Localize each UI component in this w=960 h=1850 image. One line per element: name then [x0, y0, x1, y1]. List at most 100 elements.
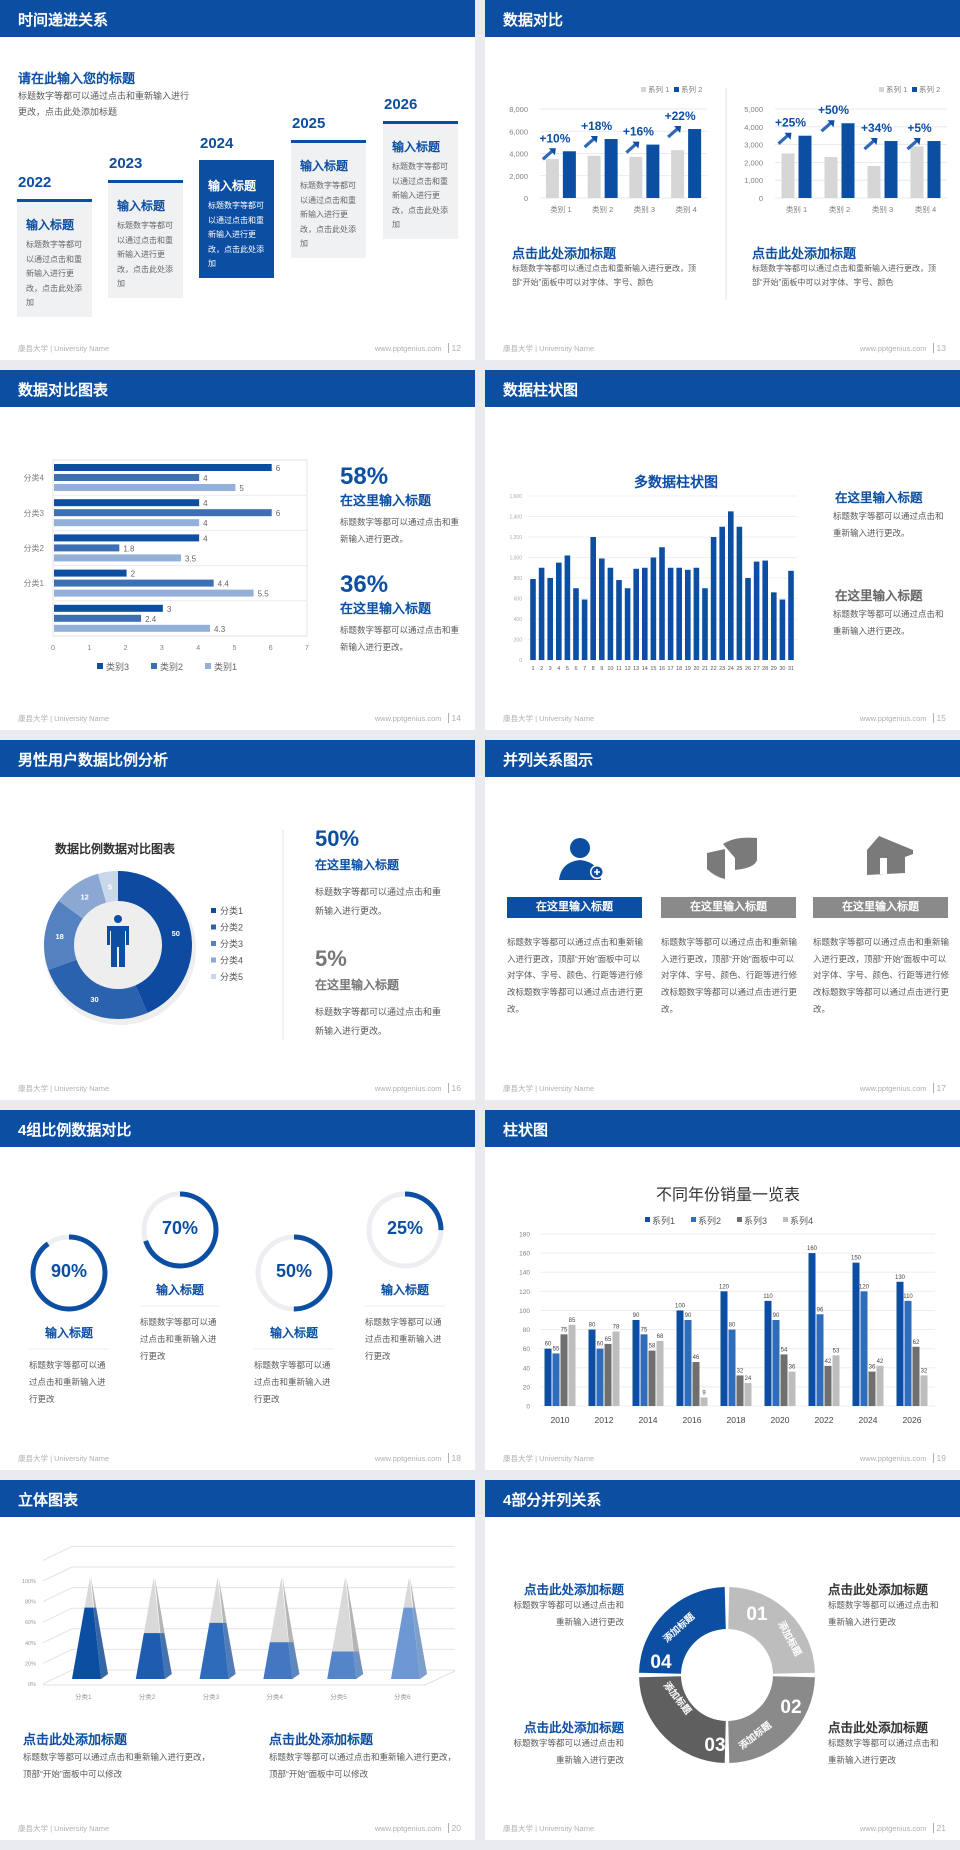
bar-系列3: [868, 1371, 876, 1406]
gridline: [42, 1669, 455, 1685]
y-tick-label: 60%: [25, 1620, 36, 1626]
slide-title: 柱状图: [503, 1122, 549, 1139]
footer-right: www.pptgenius.com 12: [375, 343, 461, 353]
slide-title: 4组比例数据对比: [18, 1122, 132, 1139]
x-tick-label: 25: [736, 666, 742, 672]
value-label: 4: [203, 519, 208, 528]
timeline-card: 输入标题 标题数字等都可以通过点击和重新输入进行更改，点击此处添加: [17, 199, 92, 317]
bar: [556, 562, 562, 660]
category-label: 分类1: [24, 578, 45, 588]
y-tick-label: 180: [519, 1232, 530, 1239]
column-text: 标题数字等都可以通过点击和重新输入进行更改，顶部“开始”面板中可以对字体、字号、…: [813, 937, 950, 1014]
x-tick-label: 19: [685, 666, 691, 672]
item-text: 标题数字等都可以通过点击和重新输入进行更改。: [833, 511, 944, 538]
bar: [573, 588, 579, 660]
x-tick-label: 5: [566, 666, 569, 672]
card-title: 输入标题: [208, 179, 257, 193]
legend-swatch: [879, 87, 884, 92]
value-label: 80: [729, 1323, 736, 1329]
bar-系列1: [852, 1262, 860, 1406]
footer-right: www.pptgenius.com 16: [375, 1083, 461, 1093]
bar: [676, 567, 682, 660]
chart-canvas: 0 2,000 4,000 6,000 8,000 类别 1 +10% 类别 2 +18% 类别 …: [509, 84, 947, 300]
slide-title: 男性用户数据比例分析: [18, 752, 169, 769]
slice-label: 50: [172, 929, 180, 938]
value-label: 150: [851, 1256, 862, 1262]
legend-label: 系列 2: [919, 84, 940, 94]
segment-number: 03: [704, 1735, 725, 1756]
y-tick-label: 3,000: [744, 141, 763, 150]
bar-系列1: [671, 150, 685, 198]
value-label: 75: [641, 1327, 648, 1333]
stat-heading: 在这里输入标题: [340, 601, 432, 616]
block-text: 标题数字等都可以通过点击和重新输入进行更改: [513, 1738, 624, 1765]
y-tick-label: 0: [519, 658, 522, 664]
footer-right: www.pptgenius.com 19: [860, 1453, 946, 1463]
value-label: 68: [657, 1334, 664, 1340]
page-number: 14: [447, 713, 461, 723]
stat-value: 58%: [340, 463, 389, 490]
x-tick-label: 分类2: [139, 1692, 156, 1701]
x-tick-label: 分类1: [75, 1692, 92, 1701]
legend-label: 分类4: [220, 955, 243, 966]
value-label: 9: [702, 1390, 706, 1396]
x-tick-label: 分类4: [266, 1692, 283, 1701]
segment-number: 01: [746, 1604, 768, 1625]
bar-系列2: [604, 139, 618, 198]
donut-slice: [48, 959, 148, 1019]
y-tick-label: 80: [523, 1327, 531, 1334]
y-tick-label: 400: [514, 617, 523, 623]
y-tick-label: 80%: [25, 1600, 36, 1606]
value-label: 120: [719, 1284, 730, 1290]
growth-arrow-icon: [906, 138, 921, 151]
value-label: 80: [589, 1323, 596, 1329]
legend-swatch: [205, 663, 211, 669]
chart-canvas: 分类4 6 4 5 分类3 4 6 4 分类2 4 1.8 3.5 分类1 2 4.4 5.5 3 2.4 4.3 0…: [24, 459, 309, 672]
bar: [719, 526, 725, 660]
gridline: [42, 1566, 455, 1582]
footer-site: www.pptgenius.com: [859, 344, 927, 353]
legend-swatch: [151, 663, 157, 669]
x-tick-label: 分类5: [330, 1692, 347, 1701]
building-icon: [867, 836, 913, 875]
footer-right: www.pptgenius.com 14: [375, 713, 461, 723]
x-tick-label: 15: [650, 666, 656, 672]
value-label: 110: [903, 1294, 913, 1300]
x-tick-label: 6: [574, 666, 577, 672]
slide-15: 数据柱状图 康县大学 | University Name www.pptgenius…: [485, 370, 960, 730]
growth-label: +5%: [907, 121, 932, 135]
bar: [736, 526, 743, 660]
bar-系列1: [808, 1253, 816, 1406]
page-number: 13: [932, 343, 946, 353]
title-button[interactable]: 在这里输入标题: [507, 897, 642, 918]
chart-canvas: 多数据柱状图 0 200 400 600 800 1,000 1,200 1,400 1,600 1…: [509, 474, 797, 672]
stat-value: 50%: [315, 826, 360, 851]
legend-label: 分类1: [220, 905, 243, 916]
slide-header: 4组比例数据对比: [0, 1110, 475, 1147]
pyramid-value: [263, 1642, 293, 1679]
growth-arrow-icon: [820, 120, 835, 133]
gridline: [42, 1607, 455, 1623]
legend-label: 类别2: [160, 661, 183, 672]
ring-progress: [366, 1191, 444, 1269]
y-tick-label: 800: [514, 576, 523, 582]
slide-header: 数据对比图表: [0, 370, 475, 407]
bar-系列1: [632, 1320, 640, 1406]
ring-text: 标题数字等都可以通过点击和重新输入进行更改: [254, 1360, 331, 1404]
title-button[interactable]: 在这里输入标题: [661, 897, 796, 918]
bar-类别2: [54, 614, 142, 622]
bar: [590, 537, 596, 660]
chart-canvas: 0% 20% 40% 60% 80% 100% 分类1 分类2 分类3 分类4 分类5 分类6: [22, 1545, 456, 1701]
page-number: 18: [447, 1453, 461, 1463]
bar-系列3: [648, 1350, 656, 1406]
x-tick-label: 2010: [551, 1415, 570, 1425]
page-number: 16: [447, 1083, 461, 1093]
category-label: 分类4: [24, 473, 45, 483]
bar: [762, 560, 768, 660]
value-label: 5: [239, 484, 244, 493]
title-button[interactable]: 在这里输入标题: [813, 897, 948, 918]
bar: [693, 567, 700, 660]
bar-类别2: [54, 544, 120, 552]
bar-类别3: [54, 534, 200, 542]
